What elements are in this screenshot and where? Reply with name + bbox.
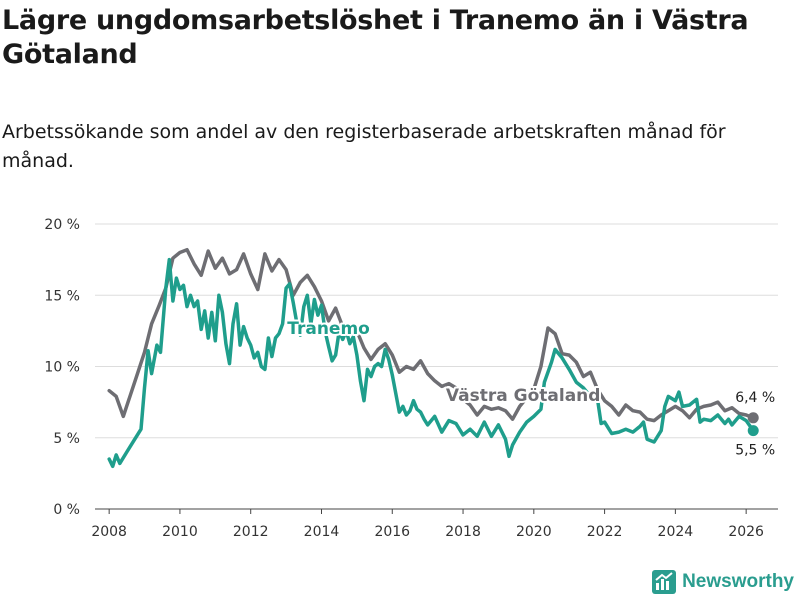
chart-subtitle: Arbetssökande som andel av den registerb… bbox=[2, 121, 726, 172]
x-tick-label: 2026 bbox=[728, 524, 764, 540]
brand-name: Newsworthy bbox=[682, 571, 794, 592]
x-tick-label: 2014 bbox=[304, 524, 340, 540]
series-end-point-tranemo bbox=[747, 425, 759, 437]
series-line-tranemo bbox=[107, 257, 755, 469]
chart-series bbox=[107, 247, 759, 469]
brand-logo[interactable]: Newsworthy bbox=[652, 570, 794, 594]
y-tick-label: 5 % bbox=[53, 431, 80, 447]
x-tick-label: 2008 bbox=[91, 524, 127, 540]
y-axis-ticks: 0 % 5 % 10 % 15 % 20 % bbox=[44, 217, 80, 518]
series-end-point-v-stra-g-taland bbox=[747, 412, 759, 424]
x-tick-label: 2016 bbox=[374, 524, 410, 540]
series-end-label-tranemo: 5,5 % bbox=[735, 443, 775, 459]
chart-gridlines bbox=[95, 223, 778, 510]
y-tick-label: 10 % bbox=[44, 360, 80, 376]
y-tick-label: 15 % bbox=[44, 288, 80, 304]
series-end-label-v-stra-g-taland: 6,4 % bbox=[735, 390, 775, 406]
x-tick-label: 2022 bbox=[587, 524, 623, 540]
x-tick-label: 2024 bbox=[658, 524, 694, 540]
x-tick-label: 2010 bbox=[162, 524, 198, 540]
x-tick-label: 2012 bbox=[233, 524, 269, 540]
series-label-tranemo: Tranemo bbox=[287, 319, 370, 339]
newsworthy-logo-icon bbox=[652, 570, 677, 594]
chart-labels: 6,4 % 5,5 % Tranemo Västra Götaland bbox=[285, 317, 775, 459]
x-tick-label: 2018 bbox=[445, 524, 481, 540]
series-line-v-stra-g-taland bbox=[107, 247, 755, 423]
series-label-v-stra-g-taland: Västra Götaland bbox=[446, 386, 601, 406]
y-tick-label: 0 % bbox=[53, 502, 80, 518]
chart-title: Lägre ungdomsarbetslöshet i Tranemo än i… bbox=[2, 5, 749, 70]
y-tick-label: 20 % bbox=[44, 217, 80, 233]
x-axis-ticks: 2008 2010 2012 2014 2016 2018 2020 2022 2024 2026 bbox=[91, 509, 764, 540]
x-tick-label: 2020 bbox=[516, 524, 552, 540]
